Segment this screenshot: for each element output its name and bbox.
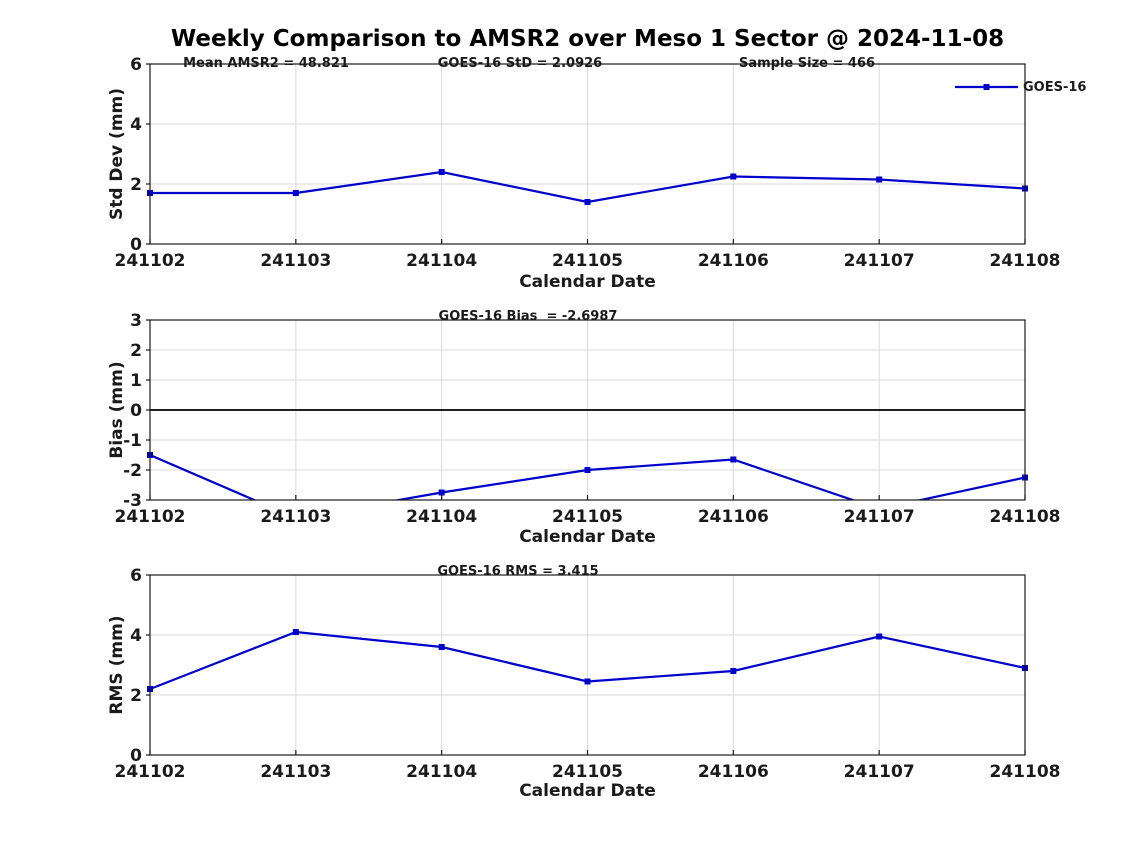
- std-dev-x-axis-label: Calendar Date: [519, 272, 656, 292]
- data-point-marker: [730, 173, 737, 180]
- x-tick-label: 241106: [698, 251, 769, 271]
- annotation-goes16-bias: GOES-16 Bias = -2.6987: [438, 309, 618, 324]
- x-tick-label: 241102: [115, 251, 186, 271]
- data-point-marker: [584, 199, 591, 205]
- legend-marker: [983, 84, 990, 90]
- y-tick-label: 0: [130, 746, 142, 766]
- x-tick-label: 241102: [115, 507, 186, 527]
- x-tick-label: 241106: [698, 507, 769, 527]
- bias-x-axis-label: Calendar Date: [519, 527, 656, 547]
- annotation-mean-amsr2: Mean AMSR2 = 48.821: [183, 56, 349, 71]
- figure-title: Weekly Comparison to AMSR2 over Meso 1 S…: [170, 26, 1005, 52]
- y-tick-label: 4: [130, 115, 142, 135]
- x-tick-label: 241105: [552, 762, 623, 782]
- data-point-marker: [584, 678, 591, 685]
- legend: [955, 84, 1018, 90]
- y-tick-label: -3: [123, 491, 142, 511]
- x-tick-label: 241108: [990, 762, 1061, 782]
- y-tick-label: 6: [130, 55, 142, 75]
- x-tick-label: 241107: [844, 507, 915, 527]
- y-tick-label: 4: [130, 626, 142, 646]
- data-point-marker: [730, 668, 737, 674]
- legend-label-goes16: GOES-16: [1023, 80, 1087, 95]
- std-dev-y-axis-label: Std Dev (mm): [107, 87, 127, 221]
- x-tick-label: 241104: [406, 251, 477, 271]
- data-point-marker: [438, 644, 445, 650]
- bias-y-axis-label: Bias (mm): [107, 361, 127, 459]
- annotation-sample-size: Sample Size = 466: [738, 56, 876, 71]
- x-tick-label: 241103: [260, 762, 331, 782]
- y-tick-label: -2: [123, 461, 142, 481]
- data-point-marker: [584, 467, 591, 473]
- subplot-std-dev: 241102 241103 241104 241105 241106 241107 2411…: [115, 55, 1061, 271]
- y-tick-label: 2: [130, 341, 142, 361]
- x-tick-label: 241107: [844, 762, 915, 782]
- data-point-marker: [876, 176, 883, 183]
- x-tick-label: 241102: [115, 762, 186, 782]
- annotation-goes16-std: GOES-16 StD = 2.0926: [437, 56, 603, 71]
- annotation-goes16-rms: GOES-16 RMS = 3.415: [437, 564, 599, 579]
- x-tick-label: 241108: [990, 251, 1061, 271]
- x-tick-label: 241105: [552, 251, 623, 271]
- x-tick-label: 241103: [260, 251, 331, 271]
- x-tick-label: 241103: [260, 507, 331, 527]
- x-tick-label: 241104: [406, 507, 477, 527]
- data-point-marker: [730, 456, 737, 463]
- rms-y-axis-label: RMS (mm): [107, 615, 127, 715]
- y-tick-label: -1: [123, 431, 142, 451]
- x-tick-label: 241107: [844, 251, 915, 271]
- data-point-marker: [438, 169, 445, 175]
- x-tick-label: 241105: [552, 507, 623, 527]
- data-point-marker: [438, 489, 445, 496]
- x-tick-label: 241108: [990, 507, 1061, 527]
- y-tick-label: 0: [130, 235, 142, 255]
- rms-x-axis-label: Calendar Date: [519, 781, 656, 801]
- data-point-marker: [876, 633, 883, 640]
- y-tick-label: 2: [130, 686, 142, 706]
- data-point-marker: [292, 629, 299, 635]
- x-tick-label: 241106: [698, 762, 769, 782]
- y-tick-label: 3: [130, 311, 142, 331]
- y-tick-label: 2: [130, 175, 142, 195]
- x-tick-label: 241104: [406, 762, 477, 782]
- data-point-marker: [292, 190, 299, 196]
- y-tick-label: 0: [130, 401, 142, 421]
- y-tick-label: 1: [130, 371, 142, 391]
- subplot-bias: 241102 241103 241104 241105 241106 241107 2411…: [115, 311, 1061, 527]
- y-tick-label: 6: [130, 566, 142, 586]
- subplot-rms: 241102 241103 241104 241105 241106 241107 2411…: [115, 566, 1061, 782]
